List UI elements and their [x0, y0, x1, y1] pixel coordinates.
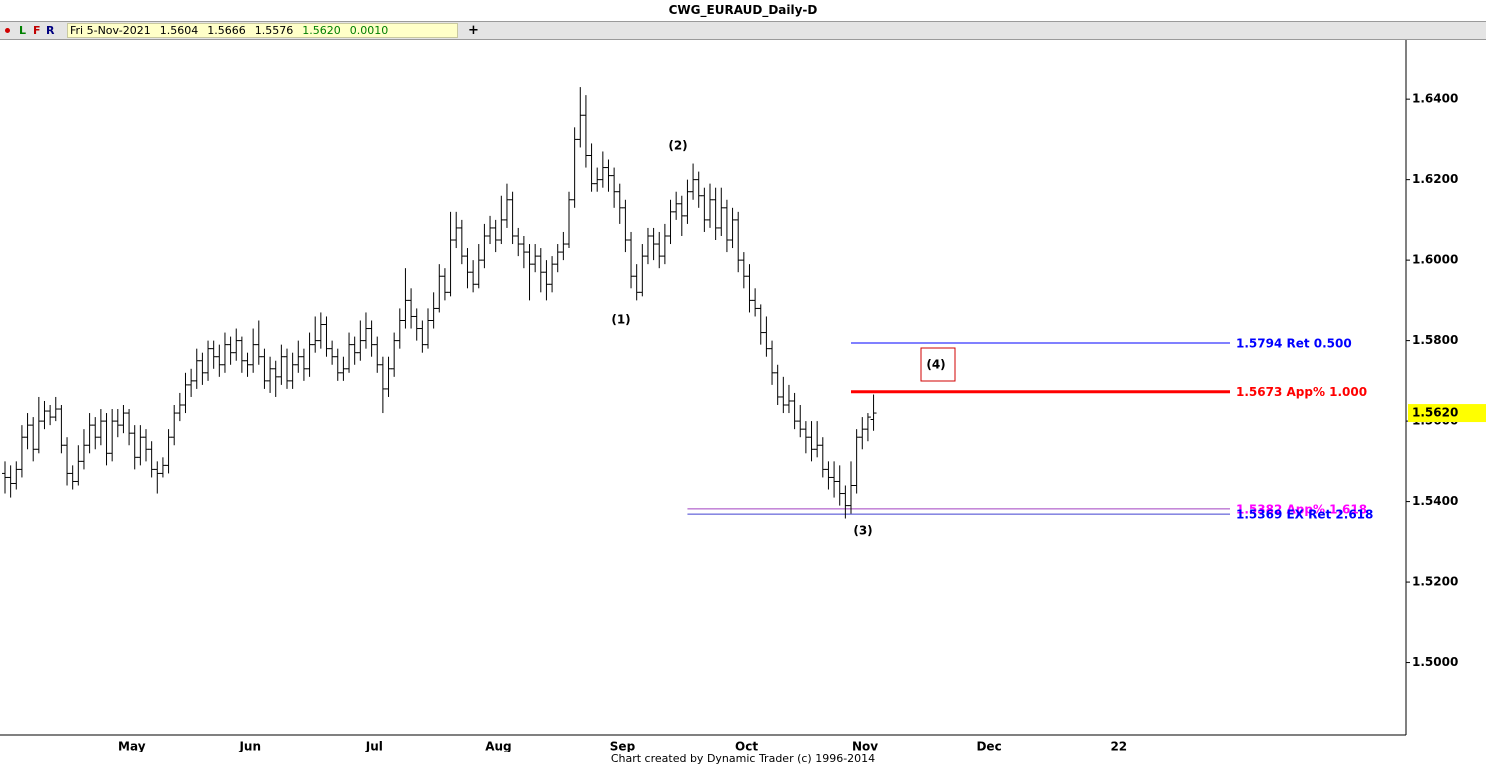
footer: Chart created by Dynamic Trader (c) 1996… — [610, 752, 876, 765]
readout-value: 1.5576 — [254, 24, 294, 37]
ohlc-readout: Fri 5-Nov-2021 1.5604 1.5666 1.5576 1.5620 0.… — [67, 23, 458, 38]
x-tick-label: Jul — [365, 740, 383, 753]
chart-title: CWG_EURAUD_Daily-D — [668, 3, 818, 17]
title-bar: CWG_EURAUD_Daily-D — [0, 0, 1486, 22]
readout-value: 1.5604 — [159, 24, 199, 37]
readout-value: 1.5666 — [207, 24, 246, 37]
level-label: 1.5673 App% 1.000 — [1236, 385, 1367, 399]
x-tick-label: May — [118, 740, 146, 753]
wave-label: (1) — [611, 313, 630, 327]
x-tick-label: Nov — [852, 740, 878, 753]
y-tick-label: 1.5000 — [1412, 655, 1458, 669]
readout-value: 0.0010 — [349, 24, 389, 37]
x-tick-label: 22 — [1110, 740, 1127, 753]
last-price-box — [1408, 404, 1486, 423]
wave-label: (3) — [853, 524, 872, 538]
wave-label: (2) — [668, 139, 687, 153]
x-tick-label: Aug — [485, 740, 511, 753]
chart: 1.50001.52001.54001.56001.58001.60001.62… — [0, 40, 1486, 752]
readout-value: 1.5620 — [302, 24, 341, 37]
x-tick-label: F — [1233, 740, 1241, 753]
y-tick-label: 1.5800 — [1412, 333, 1458, 347]
wave-box — [920, 347, 956, 382]
date-axis: May Jun Jul Aug Sep Oct Nov Dec 22 F — [118, 740, 1241, 753]
toggle[interactable]: R — [46, 24, 55, 37]
status-dot — [5, 28, 10, 33]
y-tick-label: 1.6400 — [1412, 92, 1458, 106]
x-tick-label: Dec — [976, 740, 1001, 753]
wave-label: (4) — [926, 358, 945, 372]
level-label: 1.5382 App% 1.618 — [1236, 502, 1367, 516]
x-tick-label: Sep — [610, 740, 636, 753]
level-label: 1.5794 Ret 0.500 — [1236, 337, 1352, 351]
y-tick-label: 1.6000 — [1412, 253, 1458, 267]
toggle[interactable]: F — [33, 24, 41, 37]
level-label: 1.5369 EX Ret 2.618 — [1236, 508, 1373, 522]
readout-date: Fri 5-Nov-2021 — [70, 24, 151, 37]
y-tick-label: 1.5200 — [1412, 575, 1458, 589]
toggle[interactable]: L — [19, 24, 27, 37]
x-tick-label: Oct — [735, 740, 758, 753]
y-tick-label: 1.6200 — [1412, 172, 1458, 186]
add-button[interactable]: + — [468, 23, 479, 38]
x-tick-label: Jun — [238, 740, 261, 753]
info-bar: L F R Fri 5-Nov-2021 1.5604 1.5666 1.5576 1.… — [0, 22, 1486, 40]
last-price-label: 1.5620 — [1412, 406, 1458, 420]
y-tick-label: 1.5400 — [1412, 494, 1458, 508]
